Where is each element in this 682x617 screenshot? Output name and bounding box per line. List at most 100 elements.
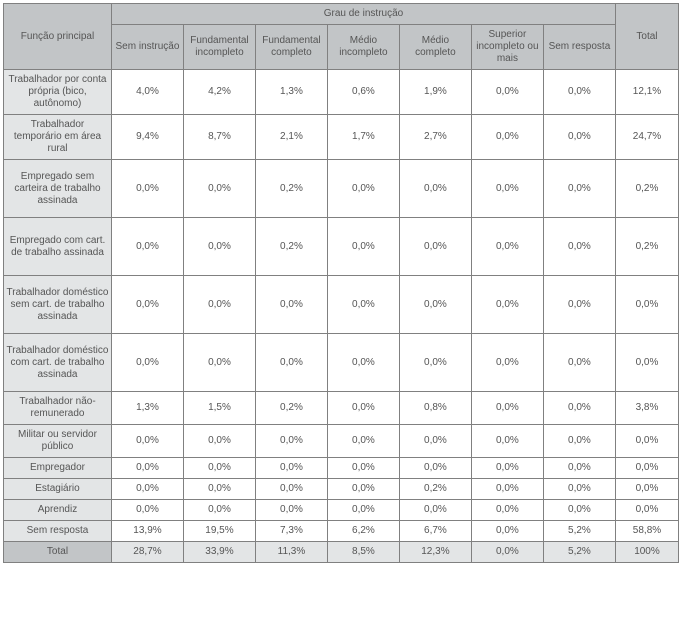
table-row: Estagiário0,0%0,0%0,0%0,0%0,2%0,0%0,0%0,… bbox=[4, 479, 679, 500]
total-cell: 5,2% bbox=[543, 542, 615, 563]
data-cell: 0,0% bbox=[471, 115, 543, 160]
row-total: 58,8% bbox=[615, 521, 678, 542]
data-cell: 0,0% bbox=[471, 218, 543, 276]
col-header-6: Sem resposta bbox=[543, 25, 615, 70]
data-cell: 0,0% bbox=[543, 425, 615, 458]
col-header-0: Sem instrução bbox=[111, 25, 183, 70]
data-cell: 19,5% bbox=[183, 521, 255, 542]
data-cell: 0,0% bbox=[471, 521, 543, 542]
data-cell: 0,0% bbox=[111, 500, 183, 521]
data-cell: 5,2% bbox=[543, 521, 615, 542]
data-cell: 0,0% bbox=[471, 392, 543, 425]
row-total: 0,0% bbox=[615, 479, 678, 500]
table-row: Aprendiz0,0%0,0%0,0%0,0%0,0%0,0%0,0%0,0% bbox=[4, 500, 679, 521]
row-header: Trabalhador não-remunerado bbox=[4, 392, 112, 425]
data-table: Função principal Grau de instrução Total… bbox=[3, 3, 679, 563]
total-cell: 33,9% bbox=[183, 542, 255, 563]
data-cell: 0,0% bbox=[471, 425, 543, 458]
row-header: Trabalhador temporário em área rural bbox=[4, 115, 112, 160]
data-cell: 6,2% bbox=[327, 521, 399, 542]
row-header: Empregado sem carteira de trabalho assin… bbox=[4, 160, 112, 218]
col-header-group: Grau de instrução bbox=[111, 4, 615, 25]
table-row: Trabalhador por conta própria (bico, aut… bbox=[4, 70, 679, 115]
data-cell: 0,0% bbox=[255, 425, 327, 458]
data-cell: 0,0% bbox=[399, 425, 471, 458]
data-cell: 0,0% bbox=[471, 500, 543, 521]
data-cell: 0,0% bbox=[327, 218, 399, 276]
row-header: Empregado com cart. de trabalho assinada bbox=[4, 218, 112, 276]
col-header-3: Médio incompleto bbox=[327, 25, 399, 70]
data-cell: 13,9% bbox=[111, 521, 183, 542]
data-cell: 0,0% bbox=[327, 479, 399, 500]
col-header-1: Fundamental incompleto bbox=[183, 25, 255, 70]
data-cell: 0,0% bbox=[543, 334, 615, 392]
data-cell: 2,1% bbox=[255, 115, 327, 160]
data-cell: 0,0% bbox=[471, 479, 543, 500]
data-cell: 0,0% bbox=[399, 500, 471, 521]
data-cell: 0,0% bbox=[111, 479, 183, 500]
data-cell: 0,0% bbox=[327, 425, 399, 458]
table-row: Empregado com cart. de trabalho assinada… bbox=[4, 218, 679, 276]
row-total: 0,0% bbox=[615, 334, 678, 392]
table-row: Trabalhador não-remunerado1,3%1,5%0,2%0,… bbox=[4, 392, 679, 425]
data-cell: 0,0% bbox=[183, 334, 255, 392]
data-cell: 0,0% bbox=[327, 392, 399, 425]
data-cell: 1,3% bbox=[111, 392, 183, 425]
table-row: Militar ou servidor público0,0%0,0%0,0%0… bbox=[4, 425, 679, 458]
table-row: Empregado sem carteira de trabalho assin… bbox=[4, 160, 679, 218]
row-header: Militar ou servidor público bbox=[4, 425, 112, 458]
data-cell: 0,2% bbox=[255, 392, 327, 425]
data-cell: 0,0% bbox=[471, 160, 543, 218]
data-cell: 0,0% bbox=[111, 458, 183, 479]
data-cell: 0,0% bbox=[111, 276, 183, 334]
data-cell: 0,0% bbox=[327, 458, 399, 479]
data-cell: 0,8% bbox=[399, 392, 471, 425]
data-cell: 1,5% bbox=[183, 392, 255, 425]
row-total: 0,0% bbox=[615, 276, 678, 334]
data-cell: 0,0% bbox=[543, 70, 615, 115]
row-header: Trabalhador doméstico sem cart. de traba… bbox=[4, 276, 112, 334]
total-cell: 28,7% bbox=[111, 542, 183, 563]
data-cell: 0,0% bbox=[471, 276, 543, 334]
total-cell: 11,3% bbox=[255, 542, 327, 563]
data-cell: 0,0% bbox=[255, 479, 327, 500]
row-total: 24,7% bbox=[615, 115, 678, 160]
row-total: 0,2% bbox=[615, 218, 678, 276]
data-cell: 0,0% bbox=[183, 218, 255, 276]
data-cell: 0,0% bbox=[111, 334, 183, 392]
data-cell: 0,0% bbox=[471, 334, 543, 392]
data-cell: 9,4% bbox=[111, 115, 183, 160]
data-cell: 0,0% bbox=[327, 276, 399, 334]
total-cell: 8,5% bbox=[327, 542, 399, 563]
row-total: 3,8% bbox=[615, 392, 678, 425]
data-cell: 6,7% bbox=[399, 521, 471, 542]
col-header-5: Superior incompleto ou mais bbox=[471, 25, 543, 70]
data-cell: 0,0% bbox=[399, 334, 471, 392]
data-cell: 0,0% bbox=[111, 425, 183, 458]
data-cell: 0,0% bbox=[543, 458, 615, 479]
data-cell: 0,6% bbox=[327, 70, 399, 115]
data-cell: 0,0% bbox=[183, 160, 255, 218]
row-total: 0,0% bbox=[615, 458, 678, 479]
data-cell: 0,0% bbox=[183, 479, 255, 500]
data-cell: 0,0% bbox=[471, 70, 543, 115]
data-cell: 1,3% bbox=[255, 70, 327, 115]
data-cell: 1,9% bbox=[399, 70, 471, 115]
data-cell: 4,2% bbox=[183, 70, 255, 115]
data-cell: 0,2% bbox=[399, 479, 471, 500]
row-total: 0,2% bbox=[615, 160, 678, 218]
data-cell: 4,0% bbox=[111, 70, 183, 115]
data-cell: 8,7% bbox=[183, 115, 255, 160]
data-cell: 0,0% bbox=[183, 425, 255, 458]
data-cell: 0,0% bbox=[327, 334, 399, 392]
data-cell: 0,0% bbox=[183, 458, 255, 479]
row-header-total: Total bbox=[4, 542, 112, 563]
data-cell: 0,0% bbox=[327, 160, 399, 218]
data-cell: 0,2% bbox=[255, 218, 327, 276]
row-total: 12,1% bbox=[615, 70, 678, 115]
data-cell: 0,0% bbox=[543, 500, 615, 521]
row-header: Trabalhador doméstico com cart. de traba… bbox=[4, 334, 112, 392]
data-cell: 0,0% bbox=[111, 160, 183, 218]
data-cell: 0,0% bbox=[543, 392, 615, 425]
data-cell: 0,0% bbox=[399, 458, 471, 479]
